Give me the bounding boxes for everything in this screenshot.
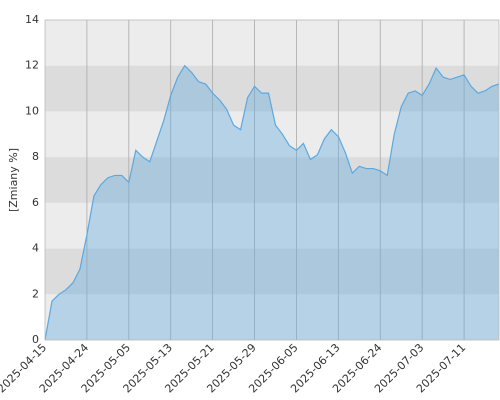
area-fill bbox=[45, 65, 499, 340]
grid-band bbox=[45, 248, 499, 295]
grid-band bbox=[45, 202, 499, 249]
line bbox=[44, 64, 500, 341]
plot-border bbox=[44, 19, 500, 341]
grid-band bbox=[45, 157, 499, 203]
y-tick-label: 8 bbox=[32, 150, 39, 163]
y-tick-label: 0 bbox=[32, 333, 39, 346]
y-tick-label: 6 bbox=[32, 196, 39, 209]
grid-band bbox=[45, 20, 499, 66]
grid-band bbox=[45, 65, 499, 112]
y-tick-label: 14 bbox=[25, 13, 39, 26]
y-tick-label: 2 bbox=[32, 287, 39, 300]
y-tick-label: 12 bbox=[25, 59, 39, 72]
y-tick-label: 10 bbox=[25, 104, 39, 117]
grid-band bbox=[45, 111, 499, 158]
y-axis-label: [Zmiany %] bbox=[7, 148, 20, 212]
grid-band bbox=[45, 294, 499, 340]
y-tick-label: 4 bbox=[32, 242, 39, 255]
